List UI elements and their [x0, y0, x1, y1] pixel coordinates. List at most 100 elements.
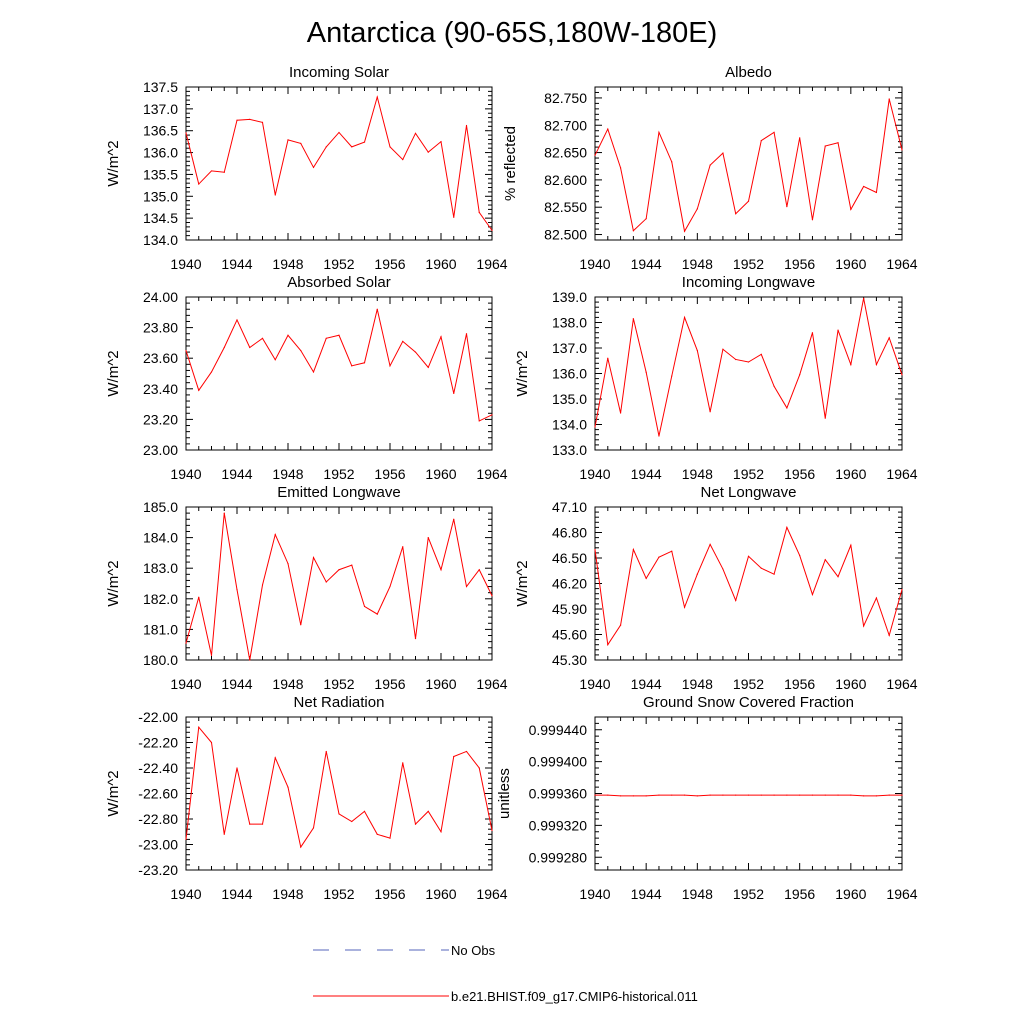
data-point: [300, 349, 302, 352]
data-point: [249, 659, 251, 661]
y-tick-label: 134.0: [143, 232, 178, 248]
data-point: [389, 585, 391, 588]
data-point: [607, 128, 609, 130]
x-tick-label: 1960: [835, 466, 866, 482]
data-point: [658, 131, 660, 133]
data-point: [414, 132, 417, 134]
y-axis-label: unitless: [496, 768, 513, 819]
x-tick-label: 1940: [170, 676, 201, 692]
data-point: [198, 183, 200, 185]
data-point: [888, 794, 890, 796]
x-tick-label: 1964: [886, 256, 917, 272]
data-point: [338, 131, 340, 134]
data-point: [696, 208, 698, 210]
data-point: [185, 838, 187, 841]
y-axis-label: W/m^2: [105, 350, 122, 396]
data-point: [325, 750, 327, 753]
data-point: [824, 559, 826, 561]
data-point: [811, 332, 814, 334]
series-line: [594, 525, 903, 647]
data-point: [850, 544, 852, 546]
data-point: [594, 794, 596, 796]
x-tick-label: 1948: [272, 676, 303, 692]
data-point: [465, 124, 468, 127]
data-point: [799, 554, 801, 557]
data-point: [671, 550, 673, 552]
x-tick-label: 1940: [579, 256, 610, 272]
panel-title: Net Radiation: [294, 694, 385, 711]
x-tick-label: 1948: [682, 886, 713, 902]
x-tick-label: 1964: [476, 466, 507, 482]
y-tick-label: 82.650: [544, 145, 587, 161]
data-point: [683, 316, 686, 318]
data-point: [901, 588, 903, 591]
data-point: [325, 146, 327, 148]
y-tick-label: -22.60: [138, 786, 178, 802]
panel-ground-snow-covered-fraction: Ground Snow Covered Fraction 1940 1944 1948…: [496, 694, 918, 902]
legend-label-model: b.e21.BHIST.f09_g17.CMIP6-historical.011: [451, 989, 698, 1004]
data-point: [799, 374, 801, 376]
data-point: [236, 767, 238, 769]
y-tick-label: 47.10: [552, 499, 587, 515]
data-point: [786, 206, 788, 208]
panel-net-longwave: Net Longwave 1940 1944 1948 1952 1956 1960 1964…: [514, 484, 918, 692]
data-point: [210, 371, 213, 373]
x-tick-label: 1964: [476, 256, 507, 272]
data-point: [236, 119, 238, 121]
x-tick-label: 1956: [374, 256, 405, 272]
data-point: [287, 334, 289, 336]
data-point: [786, 407, 788, 409]
y-tick-label: 136.0: [143, 145, 178, 161]
x-tick-label: 1964: [476, 676, 507, 692]
data-point: [223, 833, 225, 835]
data-point: [376, 96, 378, 98]
data-point: [645, 795, 647, 797]
data-point: [863, 625, 865, 627]
data-point: [440, 569, 442, 571]
data-point: [888, 337, 890, 339]
x-tick-label: 1940: [579, 676, 610, 692]
x-tick-label: 1944: [631, 676, 662, 692]
data-point: [875, 597, 878, 599]
x-tick-label: 1960: [425, 886, 456, 902]
panel-title: Emitted Longwave: [277, 484, 400, 501]
data-point: [619, 412, 622, 414]
data-point: [185, 642, 187, 644]
data-point: [389, 146, 391, 148]
data-point: [312, 827, 315, 829]
y-tick-label: 137.5: [143, 79, 178, 95]
data-point: [185, 349, 187, 352]
x-tick-label: 1948: [272, 256, 303, 272]
data-point: [632, 318, 634, 320]
y-tick-label: -22.20: [138, 735, 178, 751]
x-tick-label: 1960: [835, 256, 866, 272]
data-point: [478, 767, 480, 769]
data-point: [414, 637, 417, 640]
y-tick-label: 46.20: [552, 576, 587, 592]
data-point: [261, 121, 264, 124]
data-point: [901, 794, 903, 796]
y-tick-label: 23.60: [143, 350, 178, 366]
data-point: [312, 371, 315, 373]
x-tick-label: 1960: [425, 256, 456, 272]
x-tick-label: 1940: [170, 466, 201, 482]
data-point: [185, 132, 187, 134]
y-tick-label: 0.999360: [529, 786, 588, 802]
data-point: [223, 171, 225, 173]
data-point: [453, 216, 455, 218]
data-point: [453, 518, 455, 520]
data-point: [722, 348, 724, 350]
figure-title: Antarctica (90-65S,180W-180E): [307, 17, 718, 49]
data-point: [901, 374, 903, 376]
data-point: [338, 569, 340, 571]
data-point: [427, 151, 429, 153]
x-tick-label: 1944: [221, 676, 252, 692]
data-point: [696, 795, 698, 797]
data-point: [465, 750, 468, 753]
data-point: [198, 389, 200, 391]
data-point: [722, 152, 724, 154]
plot-frame: [594, 506, 903, 661]
x-tick-label: 1956: [374, 466, 405, 482]
data-point: [363, 810, 366, 812]
data-point: [607, 357, 609, 359]
